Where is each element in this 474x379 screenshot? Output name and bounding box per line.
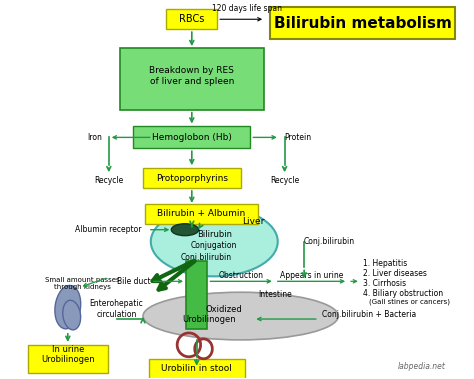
Text: Hemoglobon (Hb): Hemoglobon (Hb) [152,133,232,142]
Text: 2. Liver diseases: 2. Liver diseases [363,269,427,278]
FancyBboxPatch shape [28,345,108,373]
Text: 1. Hepatitis: 1. Hepatitis [363,259,407,268]
Text: Bilirubin: Bilirubin [197,230,232,239]
Text: labpedia.net: labpedia.net [398,362,446,371]
FancyBboxPatch shape [143,168,241,188]
FancyBboxPatch shape [186,262,208,329]
Text: Recycle: Recycle [270,175,299,185]
Text: Conjugation: Conjugation [191,241,237,250]
Text: RBCs: RBCs [179,14,204,24]
Text: Bilirubin metabolism: Bilirubin metabolism [274,16,452,31]
Text: Bilirubin + Albumin: Bilirubin + Albumin [157,209,246,218]
Ellipse shape [151,207,278,276]
FancyBboxPatch shape [133,127,250,148]
Text: Conj.bilirubin: Conj.bilirubin [304,237,355,246]
Text: In urine
Urobilinogen: In urine Urobilinogen [41,345,95,365]
Text: Recycle: Recycle [94,175,123,185]
Text: 3. Cirrhosis: 3. Cirrhosis [363,279,406,288]
Text: Intestine: Intestine [258,290,292,299]
Text: Small amount passes
through kidneys: Small amount passes through kidneys [46,277,120,290]
FancyBboxPatch shape [166,9,217,29]
Ellipse shape [55,285,81,329]
FancyBboxPatch shape [149,359,245,379]
Text: Albumin receptor: Albumin receptor [74,225,141,234]
Text: Urobilin in stool: Urobilin in stool [161,364,232,373]
FancyBboxPatch shape [119,48,264,110]
Text: Iron: Iron [87,133,102,142]
Text: Conj.bilirubin: Conj.bilirubin [181,253,232,262]
FancyBboxPatch shape [146,204,258,224]
Text: Protein: Protein [284,133,312,142]
Ellipse shape [171,224,199,236]
Text: 120 days life span: 120 days life span [212,4,283,13]
Ellipse shape [63,300,81,330]
Ellipse shape [143,292,338,340]
Text: Appears in urine: Appears in urine [280,271,344,280]
Text: Protoporphyrins: Protoporphyrins [156,174,228,183]
Text: Oxidized: Oxidized [206,305,242,313]
FancyBboxPatch shape [270,7,456,39]
Text: Breakdown by RES
of liver and spleen: Breakdown by RES of liver and spleen [149,66,234,86]
Text: 4. Biliary obstruction: 4. Biliary obstruction [363,289,443,298]
Text: Enterohepatic
circulation: Enterohepatic circulation [90,299,144,319]
Text: Liver: Liver [242,217,264,226]
Text: (Gall stines or cancers): (Gall stines or cancers) [369,299,449,305]
Text: Bile duct: Bile duct [117,277,151,286]
Text: Conj.bilirubin + Bacteria: Conj.bilirubin + Bacteria [322,310,416,319]
Text: Obstruction: Obstruction [219,271,264,280]
Text: Urobilinogen: Urobilinogen [182,315,236,324]
